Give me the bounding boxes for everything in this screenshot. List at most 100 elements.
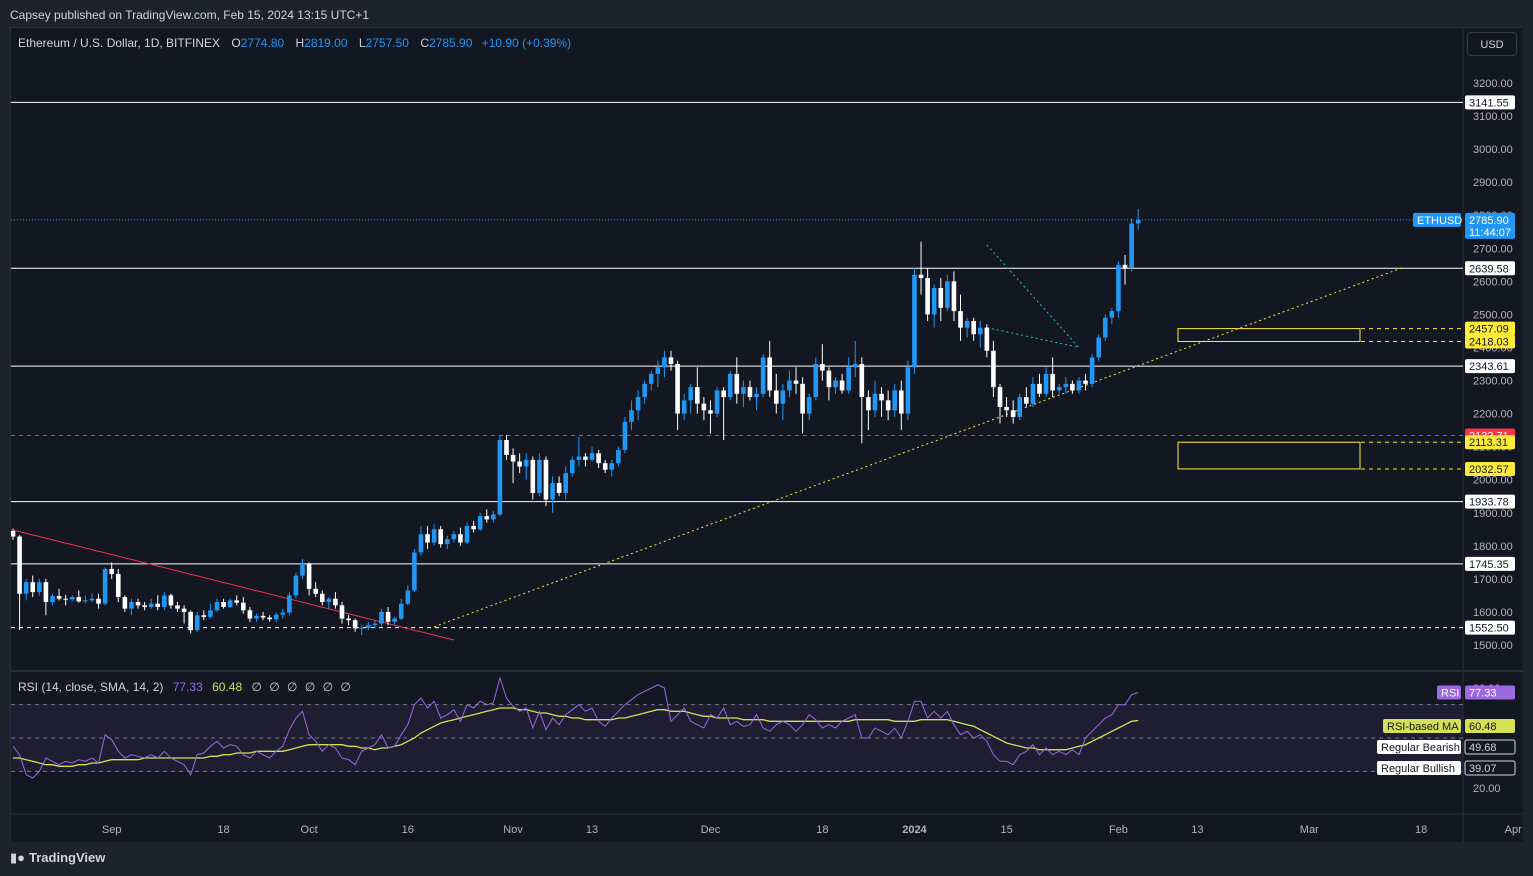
candle-body (609, 463, 615, 470)
chart-background (11, 28, 1523, 842)
symbol-title[interactable]: Ethereum / U.S. Dollar, 1D, BITFINEX (18, 36, 221, 50)
level-price-tag (1465, 461, 1515, 476)
publish-header: Capsey published on TradingView.com, Feb… (10, 8, 370, 22)
price-tick-label: 2600.00 (1473, 276, 1513, 288)
candle-body (300, 564, 305, 576)
open-label: O (231, 36, 241, 50)
candle-body (504, 440, 509, 455)
time-tick-label: 2024 (902, 824, 927, 836)
candle-body (142, 605, 147, 607)
candle-body (991, 350, 996, 388)
candle-body (899, 390, 904, 414)
chart-frame[interactable]: 1500.00 1600.00 1700.00 1800.00 1900.00 2000.… (10, 27, 1523, 842)
countdown-label: 11:44:07 (1469, 227, 1511, 239)
candle-body (780, 390, 786, 404)
candle-body (306, 564, 312, 589)
candle-body (570, 459, 575, 474)
candle-body (1010, 410, 1016, 417)
candle-body (398, 603, 404, 619)
candle-body (405, 590, 411, 604)
time-tick-label: 18 (1415, 824, 1427, 836)
trendline (986, 327, 1080, 348)
candle-body (1089, 357, 1095, 384)
supply-demand-zone (1177, 441, 1361, 470)
rsi-value-label: 77.33 (1469, 687, 1497, 699)
level-price-label: 1745.35 (1469, 559, 1509, 571)
level-price-tag (1465, 359, 1515, 374)
candle-body (96, 598, 101, 604)
price-tick-label: 3200.00 (1473, 78, 1513, 90)
candle-body (208, 610, 213, 617)
symbol-tag (1413, 212, 1461, 227)
candle-body (616, 449, 621, 464)
candle-body (681, 400, 687, 414)
trendline (433, 267, 1402, 628)
candle-body (1017, 397, 1023, 417)
time-tick-label: 13 (1191, 824, 1203, 836)
currency-button[interactable]: USD (1467, 32, 1517, 56)
price-tick-label: 3000.00 (1473, 144, 1513, 156)
candle-body (675, 364, 680, 414)
candle-body (714, 390, 720, 414)
symbol-legend: Ethereum / U.S. Dollar, 1D, BITFINEX O 27… (18, 36, 571, 50)
rsi-value-tag (1464, 760, 1516, 776)
candle-body (806, 397, 812, 414)
candle-body (293, 575, 299, 596)
candle-body (333, 598, 338, 606)
candle-body (168, 595, 174, 606)
candle-body (1024, 397, 1029, 404)
chart-canvas[interactable]: 1500.00 1600.00 1700.00 1800.00 1900.00 2000.… (11, 28, 1523, 842)
candle-body (392, 618, 397, 622)
candle-body (977, 327, 983, 335)
candle-body (17, 536, 22, 594)
price-tick-label: 2900.00 (1473, 177, 1513, 189)
time-tick-label: 16 (402, 824, 414, 836)
rsi-value-label: 60.48 (1469, 721, 1497, 733)
rsi-value-label: 39.07 (1469, 763, 1497, 775)
candle-body (1102, 317, 1108, 338)
candle-body (273, 614, 279, 620)
level-price-label: 2113.31 (1469, 437, 1508, 449)
candle-body (339, 605, 345, 619)
level-price-label: 2032.57 (1469, 464, 1509, 476)
rsi-title[interactable]: RSI (14, close, SMA, 14, 2) (18, 680, 164, 694)
candle-body (102, 568, 108, 604)
candle-body (247, 610, 253, 619)
rsi-label-name: RSI (1441, 687, 1459, 699)
candle-body (287, 595, 292, 613)
candle-body (148, 603, 154, 607)
candle-body (602, 463, 608, 470)
rsi-label-tag (1377, 761, 1461, 775)
candle-body (471, 525, 476, 530)
candle-body (596, 453, 601, 464)
candle-body (484, 516, 490, 520)
rsi-ma-line (13, 707, 1139, 767)
candle-body (352, 620, 358, 629)
candle-body (813, 364, 819, 398)
change-value: +10.90 (+0.39%) (481, 36, 572, 50)
candle-body (425, 534, 430, 543)
close-value: 2785.90 (428, 36, 473, 50)
candle-body (912, 274, 917, 368)
candle-body (280, 612, 286, 615)
level-price-label: 2457.09 (1469, 324, 1509, 336)
candle-body (1083, 380, 1088, 384)
candle-body (510, 454, 516, 462)
time-tick-label: Feb (1109, 824, 1128, 836)
candle-body (175, 605, 180, 609)
candle-body (491, 514, 496, 520)
candle-body (537, 459, 542, 493)
candle-body (366, 625, 371, 628)
candle-body (69, 597, 75, 600)
time-tick-label: Sep (102, 824, 122, 836)
rsi-value-tag (1464, 739, 1516, 755)
candle-body (648, 373, 654, 384)
candle-body (1122, 264, 1128, 269)
candle-body (662, 357, 667, 368)
price-tick-label: 2200.00 (1473, 409, 1513, 421)
candle-body (129, 602, 134, 609)
tradingview-logo[interactable]: ▮● TradingView (10, 850, 105, 866)
rsi-tick-label: 20.00 (1473, 783, 1501, 795)
level-price-tag (1465, 334, 1515, 349)
candle-body (872, 393, 878, 411)
